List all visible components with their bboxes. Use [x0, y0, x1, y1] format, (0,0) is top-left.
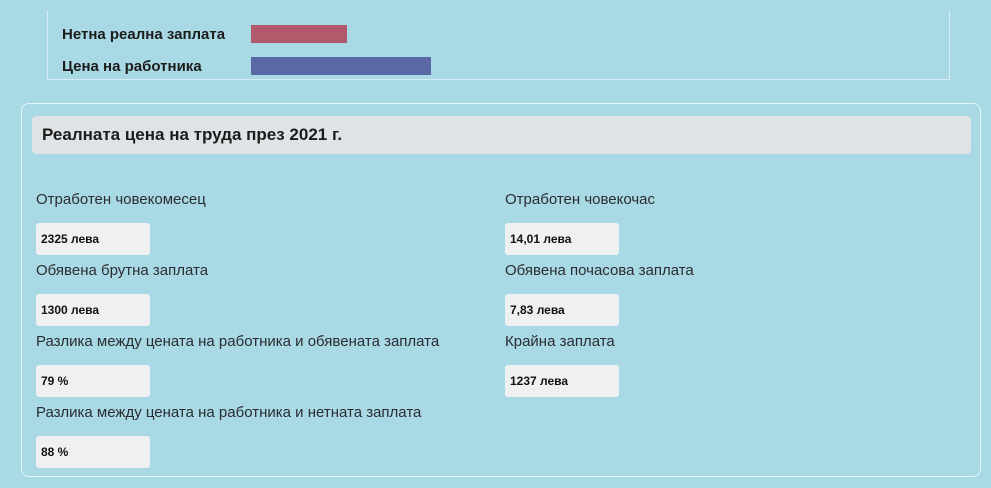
- legend: Нетна реална заплата Цена на работника: [47, 10, 950, 80]
- field-label: Крайна заплата: [505, 333, 615, 350]
- field-man-hour: Отработен човекочас 14,01 лева: [505, 190, 655, 255]
- legend-label: Цена на работника: [62, 57, 202, 75]
- field-label: Отработен човекочас: [505, 191, 656, 208]
- legend-item-worker-cost: Цена на работника: [62, 56, 431, 76]
- legend-label: Нетна реална заплата: [62, 25, 226, 43]
- field-label: Отработен човекомесец: [36, 191, 206, 208]
- real-labor-cost-panel: Реалната цена на труда през 2021 г. Отра…: [21, 103, 981, 477]
- panel-title: Реалната цена на труда през 2021 г.: [42, 125, 343, 144]
- field-label: Обявена почасова заплата: [505, 262, 694, 279]
- field-hourly-salary: Обявена почасова заплата 7,83 лева: [505, 261, 694, 326]
- field-value: 79 %: [36, 365, 150, 397]
- legend-swatch: [251, 57, 431, 75]
- field-value: 1237 лева: [505, 365, 619, 397]
- field-gross-salary: Обявена брутна заплата 1300 лева: [36, 261, 208, 326]
- field-final-salary: Крайна заплата 1237 лева: [505, 332, 619, 397]
- field-value: 7,83 лева: [505, 294, 619, 326]
- legend-swatch: [251, 25, 347, 43]
- field-label: Разлика между цената на работника и обяв…: [36, 333, 440, 350]
- field-label: Обявена брутна заплата: [36, 262, 209, 279]
- field-diff-declared: Разлика между цената на работника и обяв…: [36, 332, 439, 397]
- field-man-month: Отработен човекомесец 2325 лева: [36, 190, 206, 255]
- panel-header: Реалната цена на труда през 2021 г.: [32, 116, 971, 154]
- field-value: 2325 лева: [36, 223, 150, 255]
- field-value: 14,01 лева: [505, 223, 619, 255]
- field-label: Разлика между цената на работника и нетн…: [36, 404, 422, 421]
- field-value: 1300 лева: [36, 294, 150, 326]
- field-value: 88 %: [36, 436, 150, 468]
- field-diff-net: Разлика между цената на работника и нетн…: [36, 403, 421, 468]
- legend-item-net-salary: Нетна реална заплата: [62, 24, 347, 44]
